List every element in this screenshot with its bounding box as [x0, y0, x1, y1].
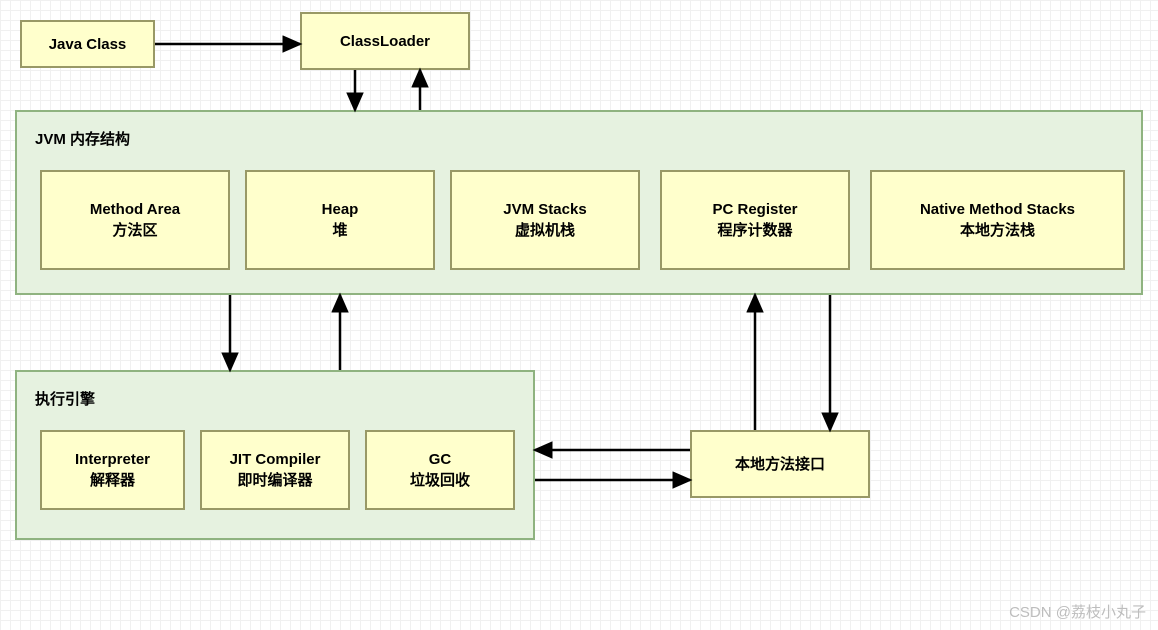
node-sublabel: 即时编译器: [237, 470, 312, 491]
node-sublabel: 方法区: [112, 220, 157, 241]
node-sublabel: 程序计数器: [717, 220, 792, 241]
container-title-execution-engine: 执行引擎: [35, 388, 95, 409]
node-sublabel: 本地方法栈: [960, 220, 1035, 241]
container-title-jvm-memory: JVM 内存结构: [35, 128, 130, 149]
node-gc: GC 垃圾回收: [365, 430, 515, 510]
node-method-area: Method Area 方法区: [40, 170, 230, 270]
node-label: JIT Compiler: [230, 449, 321, 470]
node-interpreter: Interpreter 解释器: [40, 430, 185, 510]
node-label: PC Register: [712, 199, 797, 220]
diagram-canvas: JVM 内存结构 执行引擎 Java Class ClassLoader Met…: [0, 0, 1158, 630]
node-label: Heap: [322, 199, 359, 220]
node-label: JVM Stacks: [503, 199, 586, 220]
node-heap: Heap 堆: [245, 170, 435, 270]
node-label: 本地方法接口: [735, 454, 825, 475]
node-java-class: Java Class: [20, 20, 155, 68]
node-class-loader: ClassLoader: [300, 12, 470, 70]
node-sublabel: 堆: [332, 220, 347, 241]
node-native-method-stacks: Native Method Stacks 本地方法栈: [870, 170, 1125, 270]
node-label: Native Method Stacks: [920, 199, 1075, 220]
node-jit-compiler: JIT Compiler 即时编译器: [200, 430, 350, 510]
watermark: CSDN @荔枝小丸子: [1009, 601, 1146, 622]
node-pc-register: PC Register 程序计数器: [660, 170, 850, 270]
node-label: Method Area: [90, 199, 180, 220]
node-jvm-stacks: JVM Stacks 虚拟机栈: [450, 170, 640, 270]
node-label: Interpreter: [75, 449, 150, 470]
node-sublabel: 虚拟机栈: [515, 220, 575, 241]
node-label: GC: [429, 449, 452, 470]
node-sublabel: 垃圾回收: [410, 470, 470, 491]
node-label: Java Class: [49, 34, 127, 55]
node-label: ClassLoader: [340, 31, 430, 52]
node-sublabel: 解释器: [90, 470, 135, 491]
node-native-method-interface: 本地方法接口: [690, 430, 870, 498]
